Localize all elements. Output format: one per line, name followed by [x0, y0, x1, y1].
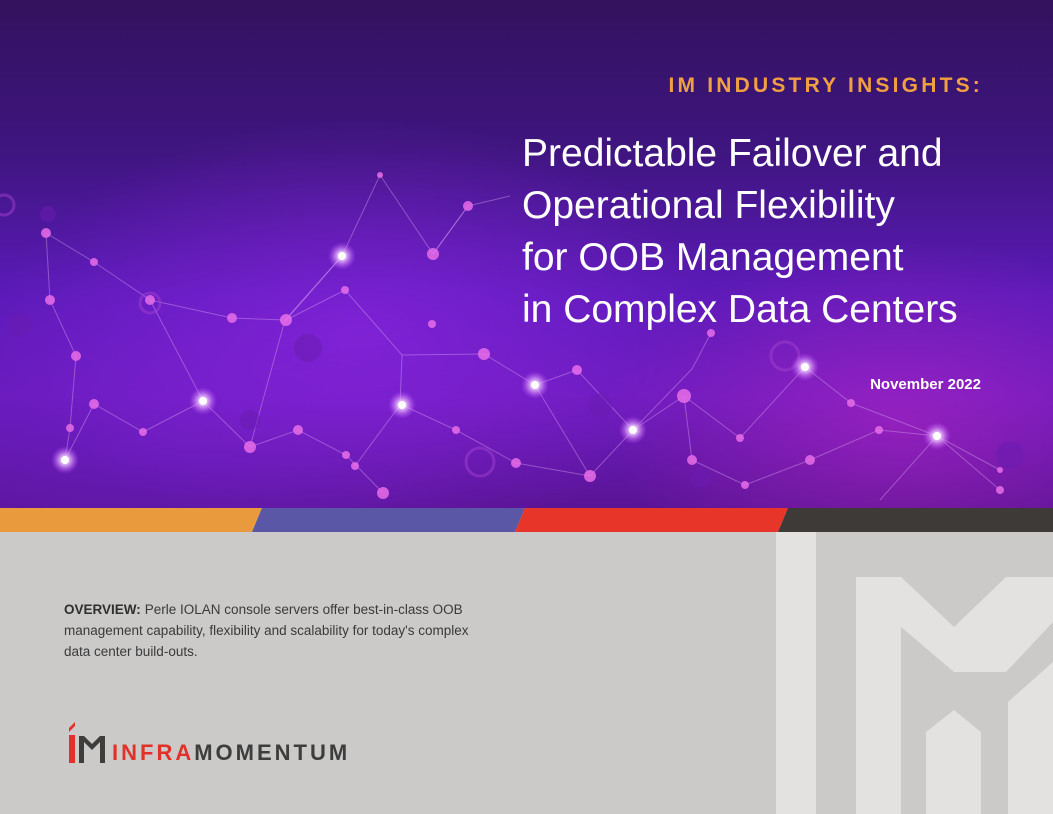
title-line: Operational Flexibility [522, 184, 895, 227]
im-logo-icon [69, 722, 105, 763]
logo-infra-text: INFRA [112, 740, 195, 765]
publication-date: November 2022 [870, 376, 981, 393]
overview-label: OVERVIEW: [64, 602, 141, 617]
im-watermark-graphic [776, 532, 1053, 814]
overview-text: Perle IOLAN console servers offer best-i… [64, 602, 469, 659]
title-line: in Complex Data Centers [522, 288, 958, 331]
title-line: Predictable Failover and [522, 132, 943, 175]
logo-wordmark: INFRAMOMENTUM [112, 740, 350, 766]
inframomentum-logo: INFRAMOMENTUM [66, 722, 366, 766]
title-line: for OOB Management [522, 236, 904, 279]
document-title: Predictable Failover and Operational Fle… [522, 128, 1042, 336]
logo-momentum-text: MOMENTUM [194, 740, 351, 765]
hero-banner: IM INDUSTRY INSIGHTS: Predictable Failov… [0, 0, 1053, 508]
color-stripe-divider [0, 508, 1053, 532]
overview-paragraph: OVERVIEW: Perle IOLAN console servers off… [64, 599, 484, 662]
network-background-graphic [0, 172, 1024, 501]
eyebrow-heading: IM INDUSTRY INSIGHTS: [668, 74, 983, 97]
